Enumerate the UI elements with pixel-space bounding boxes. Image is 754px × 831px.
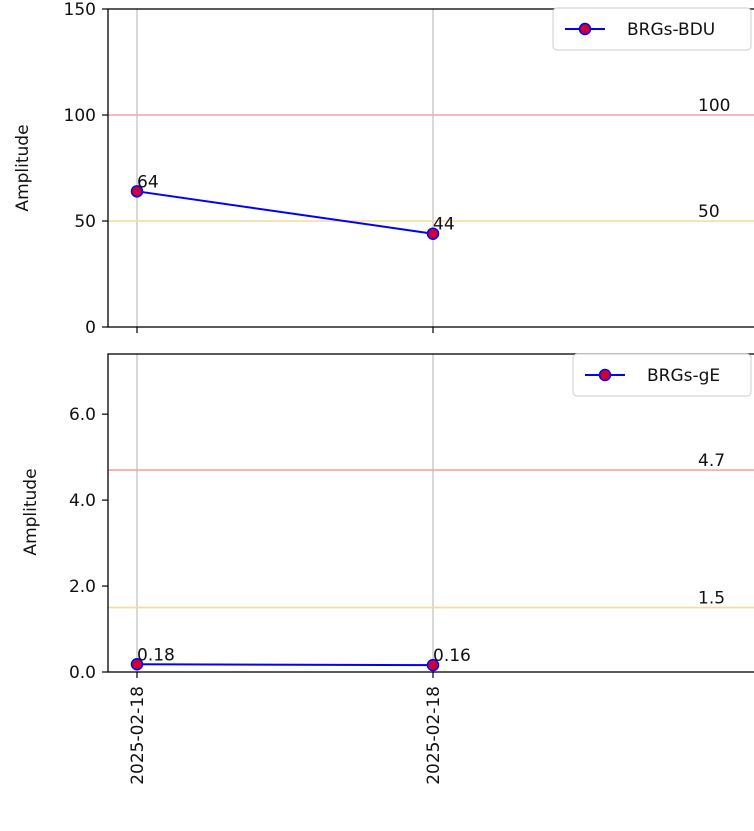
legend-marker-swatch [598, 368, 612, 382]
y-tick-label: 4.0 [69, 491, 96, 511]
threshold-label: 1.5 [698, 589, 725, 609]
x-tick-label: 2025-02-18 [128, 686, 148, 785]
threshold-label: 50 [698, 202, 720, 222]
y-axis-label: Amplitude [21, 468, 41, 555]
data-label: 44 [433, 215, 455, 235]
legend-label: BRGs-gE [647, 366, 720, 386]
data-label: 0.18 [137, 645, 175, 665]
y-tick-label: 150 [64, 0, 96, 20]
legend-box [572, 353, 752, 397]
legend-marker-swatch [578, 22, 592, 36]
y-tick-label: 6.0 [69, 405, 96, 425]
threshold-label: 4.7 [698, 451, 725, 471]
plot-frame [107, 8, 754, 328]
data-point [426, 658, 440, 672]
series-line [136, 190, 434, 235]
data-point [130, 658, 144, 671]
legend-label: BRGs-BDU [627, 20, 715, 40]
y-tick-label: 50 [74, 212, 96, 232]
data-point [130, 185, 144, 198]
y-tick-label: 2.0 [69, 577, 96, 597]
chart-panel-2: 4.7 1.5 0.0 2.0 4.0 6.0 Amplitude 0.18 0.16 BRGs-… [21, 353, 754, 785]
legend-box [552, 7, 752, 51]
y-tick-label: 0 [85, 318, 96, 338]
data-label: 64 [137, 172, 159, 192]
data-label: 0.16 [433, 646, 471, 666]
series-line [136, 663, 434, 667]
y-tick-label: 100 [64, 106, 96, 126]
y-tick-label: 0.0 [69, 663, 96, 683]
y-axis-label: Amplitude [13, 124, 33, 211]
chart-panel-1: 100 50 0 50 100 150 Amplitude 64 44 BRGs-BDU [13, 0, 754, 338]
plot-frame [107, 353, 754, 673]
x-tick-label: 2025-02-18 [424, 686, 444, 785]
data-point [426, 227, 440, 240]
threshold-label: 100 [698, 96, 730, 116]
